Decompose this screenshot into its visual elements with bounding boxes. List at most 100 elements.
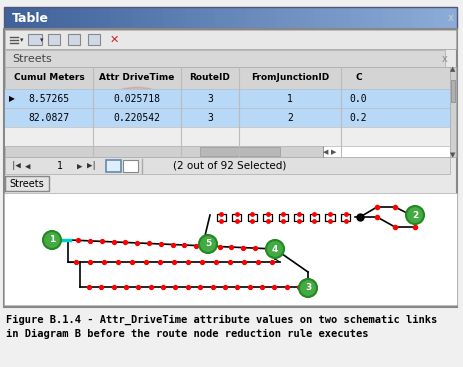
- Bar: [5, 146, 323, 157]
- Bar: [170, 7, 179, 29]
- Text: 8.57265: 8.57265: [28, 94, 69, 104]
- Polygon shape: [248, 214, 257, 221]
- Bar: [4, 7, 457, 29]
- Polygon shape: [341, 214, 350, 221]
- Bar: [382, 7, 390, 29]
- Bar: [404, 7, 413, 29]
- Bar: [140, 7, 149, 29]
- Bar: [276, 7, 284, 29]
- Text: ▶: ▶: [332, 149, 337, 155]
- Bar: [299, 7, 307, 29]
- Bar: [34, 7, 43, 29]
- Bar: [389, 7, 398, 29]
- Bar: [125, 7, 133, 29]
- Polygon shape: [232, 214, 241, 221]
- Text: 82.0827: 82.0827: [28, 113, 69, 123]
- Text: Cumul Meters: Cumul Meters: [13, 73, 84, 83]
- Text: in Diagram B before the route node reduction rule executes: in Diagram B before the route node reduc…: [6, 329, 369, 339]
- Bar: [283, 7, 292, 29]
- Bar: [185, 7, 194, 29]
- Text: 5: 5: [205, 240, 211, 248]
- Text: C: C: [355, 73, 362, 83]
- Text: ▾: ▾: [40, 37, 44, 43]
- Text: x: x: [442, 54, 448, 64]
- Text: Attr DriveTime: Attr DriveTime: [99, 73, 175, 83]
- Bar: [102, 7, 111, 29]
- Bar: [5, 67, 450, 157]
- Text: 0.0: 0.0: [350, 94, 367, 104]
- Circle shape: [43, 231, 61, 249]
- Bar: [64, 7, 73, 29]
- Bar: [412, 7, 420, 29]
- Text: 1: 1: [287, 94, 293, 104]
- Bar: [5, 127, 450, 147]
- Bar: [178, 7, 186, 29]
- Text: 3: 3: [305, 283, 311, 292]
- Text: 3: 3: [207, 113, 213, 123]
- Bar: [442, 7, 450, 29]
- Bar: [155, 7, 163, 29]
- Text: 2: 2: [287, 113, 293, 123]
- Bar: [106, 160, 121, 172]
- Bar: [366, 7, 375, 29]
- Bar: [49, 7, 58, 29]
- Bar: [450, 7, 458, 29]
- Bar: [321, 7, 330, 29]
- Bar: [132, 7, 141, 29]
- Bar: [88, 34, 100, 45]
- Bar: [80, 7, 88, 29]
- Bar: [268, 7, 277, 29]
- Bar: [48, 34, 60, 45]
- Bar: [208, 7, 216, 29]
- Text: ◀: ◀: [25, 161, 31, 171]
- Bar: [253, 7, 262, 29]
- Bar: [94, 7, 103, 29]
- Bar: [397, 7, 405, 29]
- Bar: [359, 7, 368, 29]
- Polygon shape: [294, 214, 303, 221]
- Bar: [28, 34, 42, 45]
- Bar: [313, 7, 322, 29]
- Bar: [419, 7, 428, 29]
- Bar: [5, 89, 450, 109]
- Text: 4: 4: [272, 244, 278, 254]
- Polygon shape: [279, 214, 288, 221]
- Text: ▾: ▾: [20, 37, 24, 43]
- Text: FromJunctionID: FromJunctionID: [251, 73, 329, 83]
- Bar: [110, 7, 118, 29]
- Bar: [451, 80, 455, 102]
- Bar: [193, 7, 201, 29]
- Bar: [200, 7, 209, 29]
- Bar: [238, 7, 247, 29]
- Circle shape: [406, 206, 424, 224]
- Bar: [5, 50, 445, 67]
- Bar: [329, 7, 337, 29]
- Text: (2 out of 92 Selected): (2 out of 92 Selected): [173, 161, 287, 171]
- Text: 3: 3: [207, 94, 213, 104]
- Text: Table: Table: [12, 11, 49, 25]
- Text: ▶: ▶: [9, 94, 15, 103]
- Bar: [123, 160, 138, 172]
- Bar: [291, 7, 300, 29]
- Bar: [306, 7, 314, 29]
- Polygon shape: [217, 214, 225, 221]
- Text: 1: 1: [49, 236, 55, 244]
- Circle shape: [199, 235, 217, 253]
- Bar: [351, 7, 360, 29]
- Text: Streets: Streets: [12, 54, 52, 64]
- Polygon shape: [325, 214, 335, 221]
- Text: Figure B.1.4 - Attr_DriveTime attribute values on two schematic links: Figure B.1.4 - Attr_DriveTime attribute …: [6, 315, 437, 325]
- Text: 2: 2: [412, 211, 418, 219]
- Bar: [215, 7, 224, 29]
- Text: 0.025718: 0.025718: [113, 94, 161, 104]
- Bar: [223, 7, 232, 29]
- Bar: [4, 193, 457, 305]
- Bar: [12, 7, 20, 29]
- Text: |◀: |◀: [11, 161, 21, 171]
- Bar: [27, 7, 35, 29]
- Circle shape: [266, 240, 284, 258]
- Bar: [336, 7, 345, 29]
- Bar: [5, 157, 450, 174]
- Text: RouteID: RouteID: [189, 73, 231, 83]
- Bar: [450, 67, 456, 157]
